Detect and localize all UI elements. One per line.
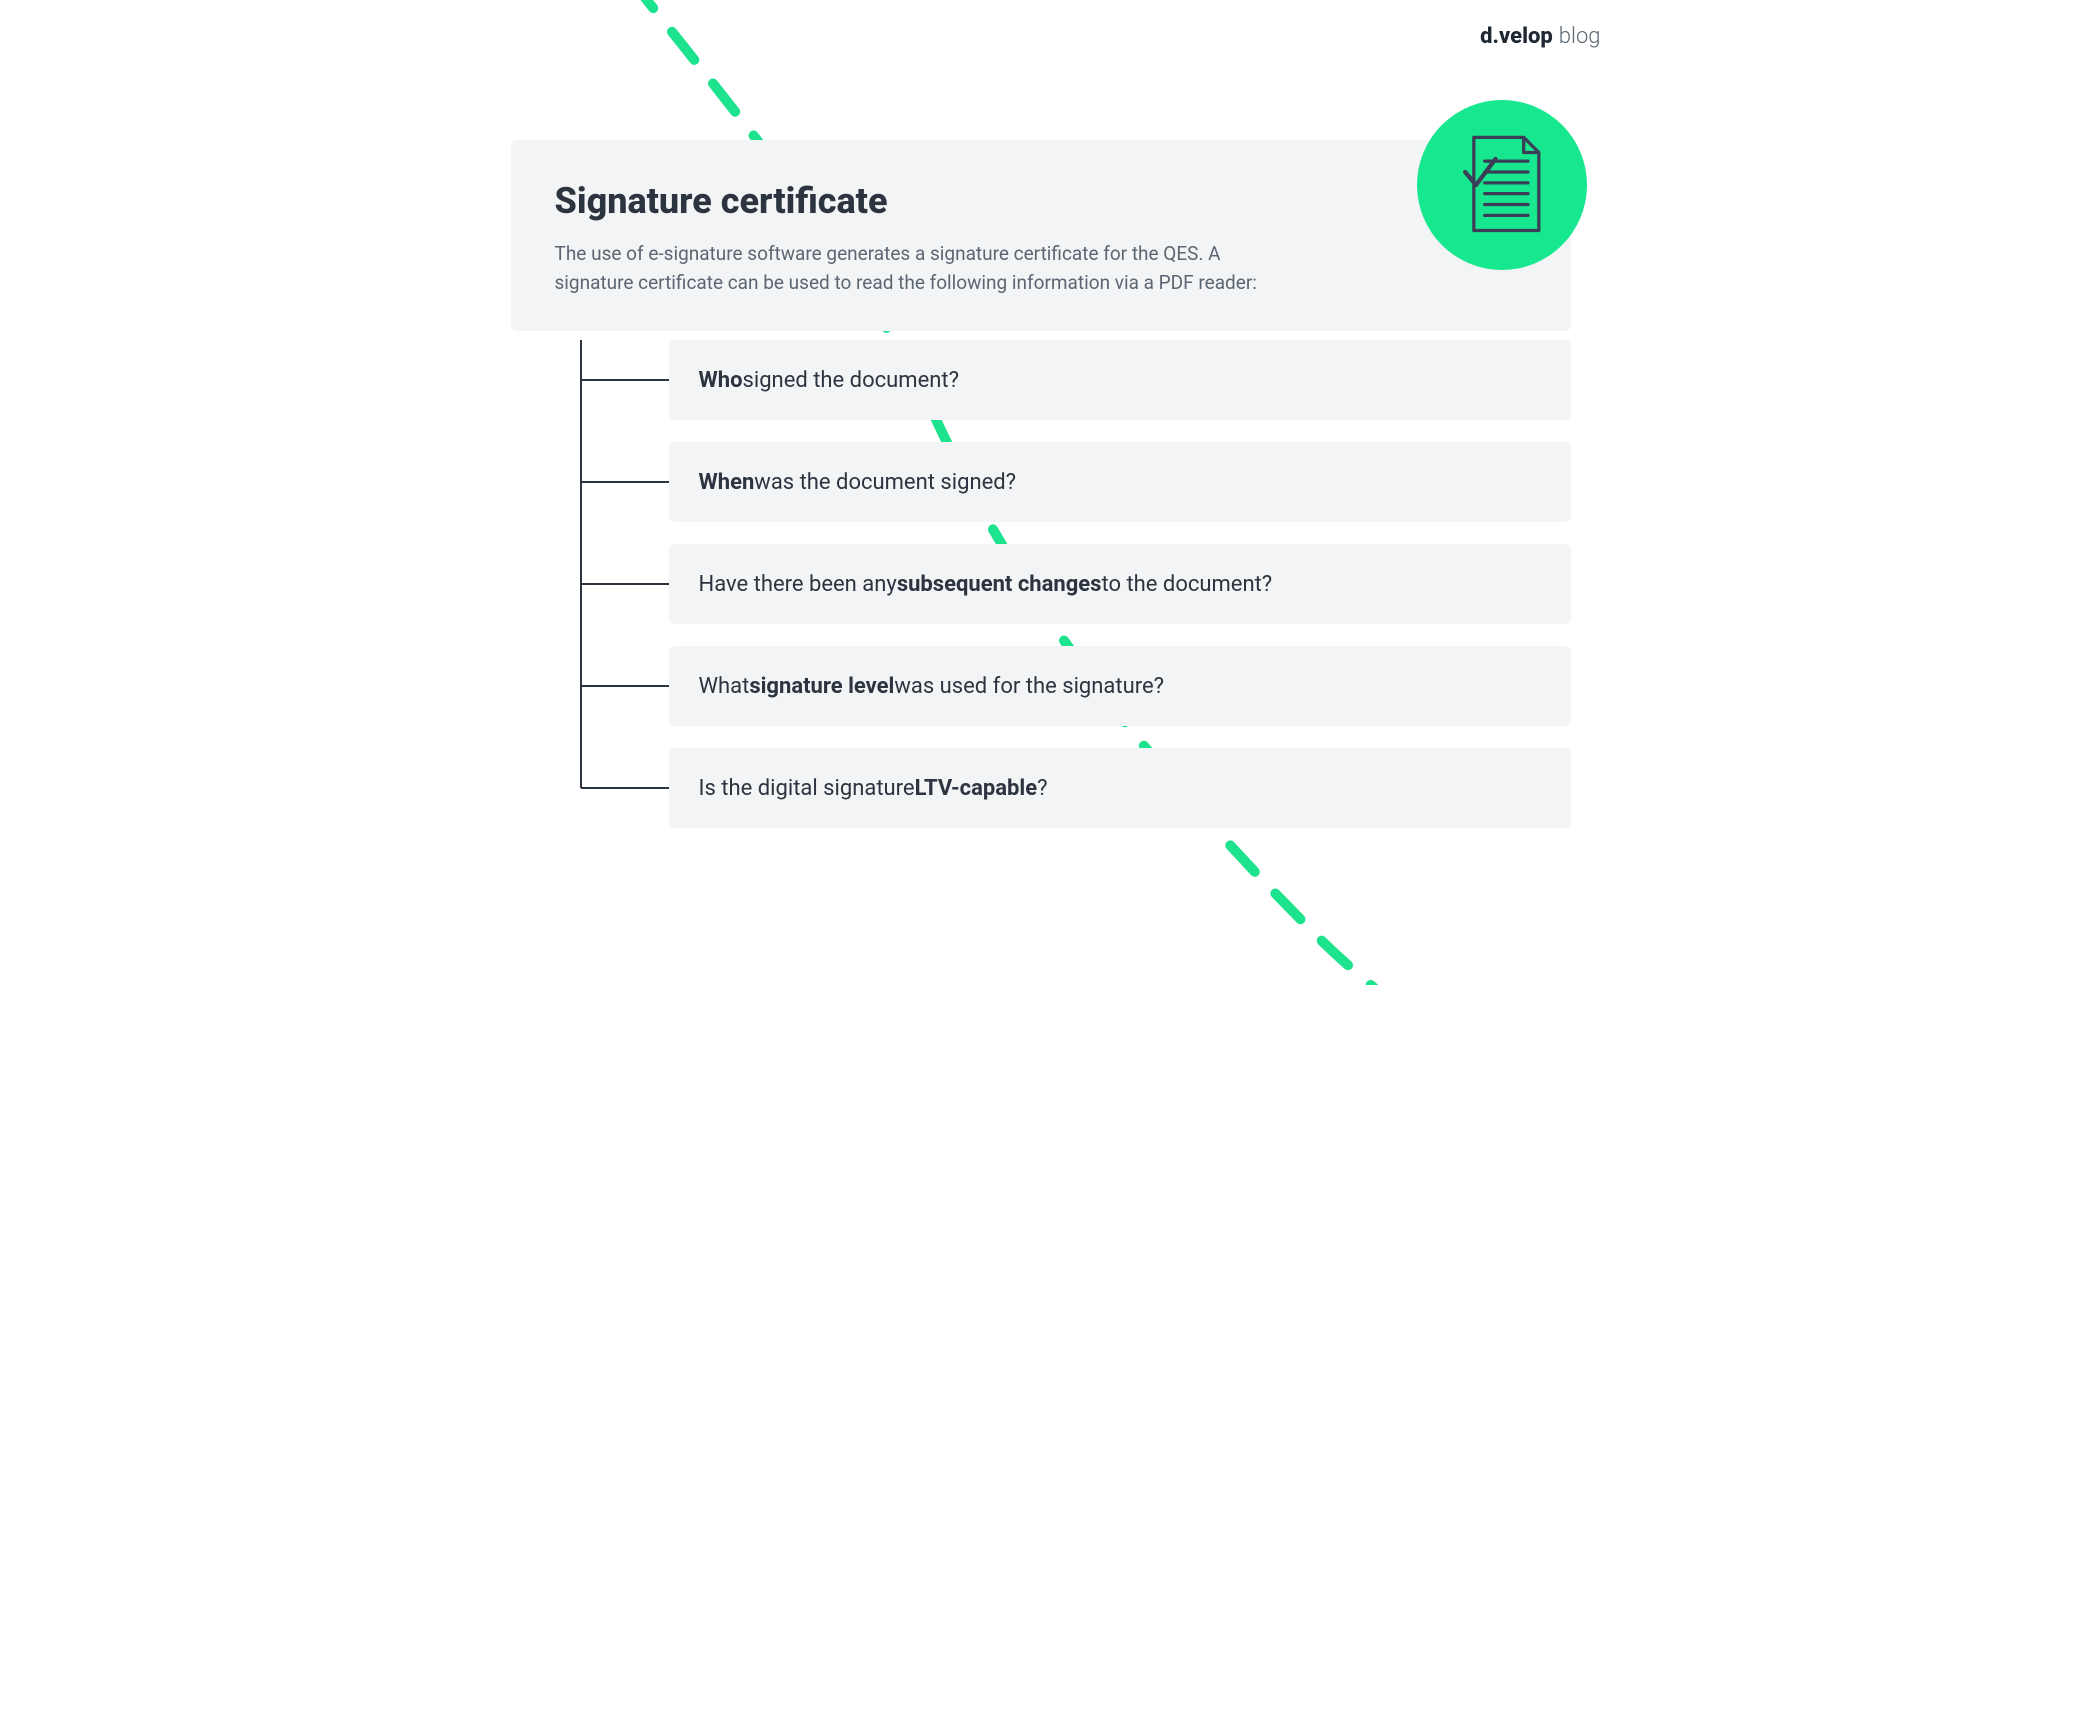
document-check-icon <box>1458 133 1546 237</box>
infographic-canvas: d.velop blog Signature certificate The u… <box>441 0 1641 985</box>
tree-item: Have there been any subsequent changes t… <box>669 544 1571 624</box>
certificate-circle-icon <box>1417 100 1587 270</box>
brand-logo: d.velop blog <box>1480 24 1600 49</box>
brand-blog: blog <box>1559 24 1601 49</box>
info-tree: Who signed the document? When was the doc… <box>569 340 1571 828</box>
header-title: Signature certificate <box>555 180 1527 222</box>
tree-items: Who signed the document? When was the doc… <box>669 340 1571 828</box>
header-card: Signature certificate The use of e-signa… <box>511 140 1571 331</box>
tree-item: What signature level was used for the si… <box>669 646 1571 726</box>
tree-item: When was the document signed? <box>669 442 1571 522</box>
header-description: The use of e-signature software generate… <box>555 240 1295 297</box>
brand-name: d.velop <box>1480 24 1553 49</box>
tree-item: Who signed the document? <box>669 340 1571 420</box>
tree-connector-lines <box>569 340 669 828</box>
tree-item: Is the digital signature LTV-capable? <box>669 748 1571 828</box>
